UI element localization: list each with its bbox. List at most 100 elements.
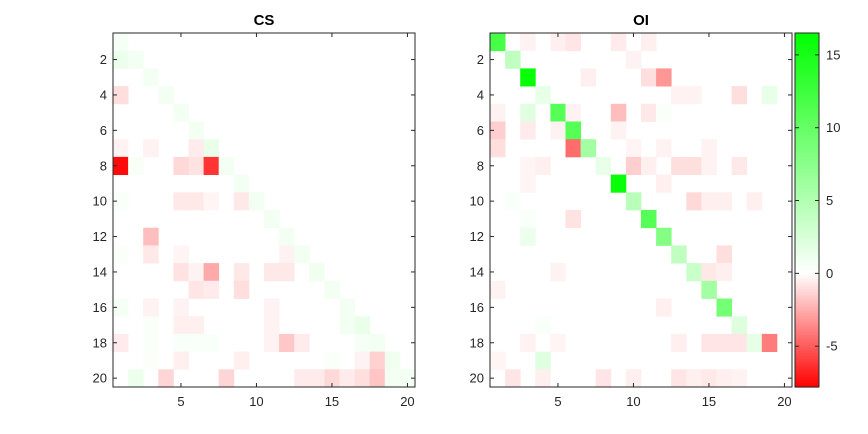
heatmap-cell-cs-r16-c11 (264, 298, 280, 317)
heatmap-cell-cs-r7-c3 (143, 139, 159, 158)
heatmap-title-cs: CS (254, 12, 275, 29)
colorbar-strip (795, 177, 819, 180)
colorbar-strip (795, 245, 819, 248)
heatmap-cell-cs-r17-c5 (173, 316, 189, 335)
heatmap-cell-oi-r7-c7 (580, 139, 597, 158)
heatmap-cell-cs-r8-c6 (188, 156, 204, 175)
heatmap-cell-cs-r2-c1 (113, 50, 129, 69)
colorbar-strip (795, 219, 819, 222)
heatmap-cell-cs-r15-c15 (324, 280, 340, 299)
colorbar-tick-label: 0 (826, 266, 833, 281)
colorbar-strip (795, 41, 819, 44)
colorbar-strip (795, 221, 819, 224)
x-tick-label-oi: 20 (777, 394, 791, 409)
heatmap-cell-oi-r2-c10 (625, 50, 642, 69)
heatmap-cell-cs-r17-c3 (143, 316, 159, 335)
colorbar-strip (795, 163, 819, 166)
colorbar-strip (795, 297, 819, 300)
heatmap-cell-oi-r6-c5 (550, 121, 566, 140)
colorbar-strip (795, 57, 819, 60)
heatmap-panel-oi: OI 5 10 15 20 2 4 6 8 10 12 14 16 18 20 (470, 12, 793, 409)
y-tick-label-oi: 4 (477, 87, 484, 102)
heatmap-cell-cs-r20-c16 (339, 369, 355, 388)
colorbar-strip (795, 225, 819, 228)
heatmap-cell-cs-r7-c7 (203, 139, 220, 158)
heatmap-cell-oi-r6-c3 (520, 121, 536, 140)
colorbar-strip (795, 79, 819, 82)
colorbar-strip (795, 305, 819, 308)
colorbar-strip (795, 101, 819, 104)
colorbar-strip (795, 357, 819, 360)
heatmap-panel-cs: CS 5 10 15 20 2 4 6 8 10 12 14 16 18 20 (93, 12, 416, 409)
colorbar-strip (795, 339, 819, 342)
colorbar-strip (795, 235, 819, 238)
y-tick-label-oi: 20 (470, 371, 484, 386)
colorbar-strip (795, 215, 819, 218)
colorbar-strip (795, 279, 819, 282)
heatmap-cell-cs-r16-c1 (113, 298, 129, 317)
colorbar-strip (795, 127, 819, 130)
heatmap-cell-oi-r13-c16 (716, 245, 732, 264)
y-tick-label-oi: 8 (477, 158, 484, 173)
colorbar-strip (795, 67, 819, 70)
heatmap-cell-oi-r6-c9 (610, 121, 627, 140)
colorbar-strip (795, 371, 819, 374)
colorbar-strip (795, 247, 819, 250)
heatmap-cell-oi-r10-c10 (625, 192, 642, 211)
colorbar-strip (795, 267, 819, 270)
y-tick-label-oi: 6 (477, 123, 484, 138)
heatmap-cell-cs-r19-c17 (354, 351, 371, 370)
colorbar-strip (795, 143, 819, 146)
colorbar-strip (795, 95, 819, 98)
colorbar-strip (795, 113, 819, 116)
colorbar-strip (795, 183, 819, 186)
y-tick-label-cs: 18 (93, 335, 107, 350)
colorbar-strip (795, 315, 819, 318)
heatmap-cell-oi-r4-c13 (671, 86, 687, 105)
heatmap-cell-oi-r9-c9 (610, 174, 627, 193)
heatmap-cell-oi-r9-c3 (520, 174, 536, 193)
colorbar-strip (795, 379, 819, 382)
colorbar-strip (795, 201, 819, 204)
y-tick-label-cs: 6 (100, 123, 107, 138)
heatmap-cell-oi-r3-c7 (580, 68, 597, 87)
colorbar-strip (795, 139, 819, 142)
heatmap-cell-oi-r18-c13 (671, 333, 687, 352)
y-tick-label-cs: 8 (100, 158, 107, 173)
heatmap-cell-oi-r7-c10 (625, 139, 642, 158)
heatmap-cell-cs-r8-c5 (173, 156, 189, 175)
colorbar-strip (795, 187, 819, 190)
heatmap-cell-oi-r20-c16 (716, 369, 732, 388)
heatmap-cell-oi-r12-c3 (520, 227, 536, 246)
colorbar-strip (795, 283, 819, 286)
colorbar-strip (795, 53, 819, 56)
colorbar-tick-label: -5 (826, 339, 838, 354)
colorbar-strip (795, 109, 819, 112)
colorbar-strip (795, 295, 819, 298)
colorbar-strip (795, 359, 819, 362)
y-tick-label-cs: 20 (93, 371, 107, 386)
colorbar-strip (795, 325, 819, 328)
heatmap-cell-cs-r20-c19 (384, 369, 401, 388)
y-tick-label-cs: 2 (100, 52, 107, 67)
heatmap-cells-cs (113, 33, 416, 388)
heatmap-cell-oi-r14-c14 (686, 263, 702, 282)
heatmap-cell-cs-r15-c7 (203, 280, 220, 299)
heatmap-cell-cs-r14-c6 (188, 263, 204, 282)
colorbar-strip (795, 71, 819, 74)
colorbar-strip (795, 309, 819, 312)
colorbar-strip (795, 205, 819, 208)
colorbar-strip (795, 149, 819, 152)
colorbar-strip (795, 161, 819, 164)
colorbar-strip (795, 121, 819, 124)
colorbar-strip (795, 381, 819, 384)
y-tick-label-oi: 16 (470, 300, 484, 315)
colorbar-strip (795, 291, 819, 294)
colorbar-tick-label: 15 (826, 47, 840, 62)
heatmap-cell-cs-r20-c2 (128, 369, 144, 388)
heatmap-cell-cs-r8-c2 (128, 156, 144, 175)
y-tick-label-oi: 12 (470, 229, 484, 244)
heatmap-cell-cs-r20-c20 (399, 369, 416, 388)
colorbar-strip (795, 83, 819, 86)
colorbar-strip (795, 35, 819, 38)
